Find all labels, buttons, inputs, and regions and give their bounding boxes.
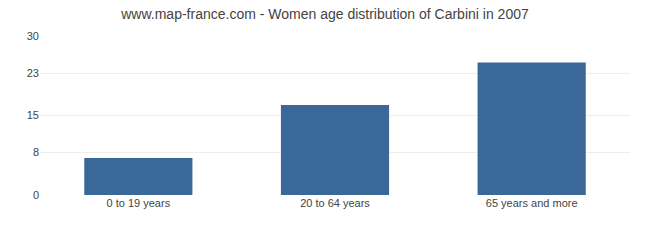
svg-text:15: 15: [27, 109, 39, 121]
svg-text:www.map-france.com - Women age: www.map-france.com - Women age distribut…: [120, 6, 529, 22]
svg-text:8: 8: [33, 146, 39, 158]
svg-text:20 to 64 years: 20 to 64 years: [300, 197, 370, 209]
svg-text:30: 30: [27, 30, 39, 42]
svg-text:23: 23: [27, 67, 39, 79]
svg-text:0: 0: [33, 189, 39, 201]
svg-text:0 to 19 years: 0 to 19 years: [107, 197, 171, 209]
svg-text:65 years and more: 65 years and more: [486, 197, 578, 209]
